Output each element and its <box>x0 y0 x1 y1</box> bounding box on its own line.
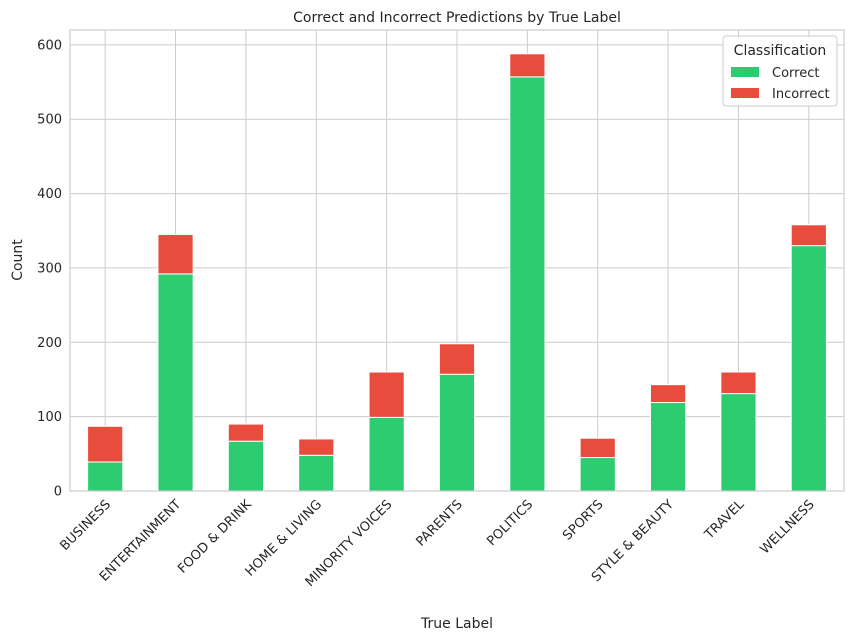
legend-swatch-correct <box>731 67 759 77</box>
x-tick-label: WELLNESS <box>758 497 818 557</box>
bar-correct <box>720 393 757 492</box>
bar-incorrect <box>227 423 264 442</box>
bar-incorrect <box>579 437 616 459</box>
bar-incorrect <box>790 224 827 247</box>
legend-label-incorrect: Incorrect <box>772 87 830 102</box>
bars <box>87 53 827 492</box>
y-ticks: 0 100 200 300 400 500 600 <box>37 38 62 499</box>
y-tick-label: 600 <box>37 38 62 53</box>
bar-correct <box>157 273 194 492</box>
y-tick-label: 300 <box>37 261 62 276</box>
x-tick-label: POLITICS <box>484 497 536 549</box>
x-tick-label: FOOD & DRINK <box>175 497 255 577</box>
bar-incorrect <box>650 384 687 404</box>
bar-incorrect <box>157 233 194 275</box>
bar-correct <box>227 440 264 492</box>
bar-correct <box>509 76 546 492</box>
x-tick-label: BUSINESS <box>57 497 114 554</box>
chart-title: Correct and Incorrect Predictions by Tru… <box>293 10 621 26</box>
x-tick-label: HOME & LIVING <box>243 497 325 579</box>
bar-incorrect <box>368 371 405 418</box>
y-tick-label: 100 <box>37 410 62 425</box>
x-axis-label: True Label <box>420 616 493 632</box>
y-tick-label: 200 <box>37 336 62 351</box>
legend-title: Classification <box>734 43 827 59</box>
legend: Classification Correct Incorrect <box>722 35 838 107</box>
bar-incorrect <box>720 371 757 395</box>
bar-correct <box>438 373 476 492</box>
legend-swatch-incorrect <box>731 88 759 98</box>
legend-label-correct: Correct <box>772 66 819 81</box>
y-axis-label: Count <box>10 239 26 281</box>
y-tick-label: 400 <box>37 187 62 202</box>
bar-incorrect <box>298 438 335 456</box>
bar-correct <box>87 461 124 492</box>
y-tick-label: 500 <box>37 113 62 128</box>
bar-incorrect <box>438 343 476 375</box>
bar-correct <box>368 416 405 492</box>
x-tick-label: TRAVEL <box>701 497 747 543</box>
bar-correct <box>650 402 687 492</box>
x-tick-label: SPORTS <box>560 497 606 543</box>
plot-frame <box>69 29 845 492</box>
x-tick-label: PARENTS <box>413 497 465 549</box>
bar-correct <box>790 245 827 492</box>
bar-correct <box>298 454 335 492</box>
y-tick-label: 0 <box>54 485 62 500</box>
bar-incorrect <box>87 425 124 463</box>
bar-correct <box>579 457 616 492</box>
bar-incorrect <box>509 53 546 78</box>
